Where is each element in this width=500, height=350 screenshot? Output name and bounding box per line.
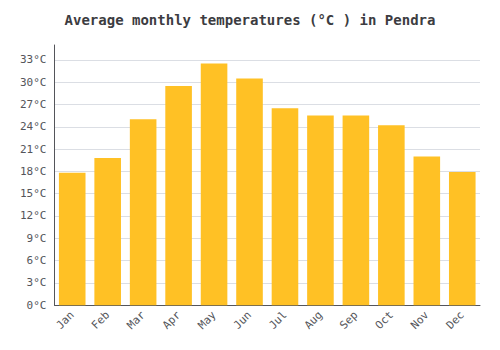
svg-text:21°C: 21°C xyxy=(20,143,47,156)
svg-text:Feb: Feb xyxy=(89,309,112,332)
svg-text:Average monthly temperatures (: Average monthly temperatures (°C ) in Pe… xyxy=(65,12,436,28)
svg-text:Dec: Dec xyxy=(444,309,467,332)
svg-text:Jan: Jan xyxy=(54,309,77,332)
svg-text:Oct: Oct xyxy=(373,309,396,332)
svg-text:15°C: 15°C xyxy=(20,187,47,200)
svg-text:Nov: Nov xyxy=(408,308,431,331)
svg-text:Jun: Jun xyxy=(231,309,254,332)
svg-text:27°C: 27°C xyxy=(20,98,47,111)
svg-text:24°C: 24°C xyxy=(20,120,47,133)
svg-text:3°C: 3°C xyxy=(27,276,47,289)
svg-text:18°C: 18°C xyxy=(20,165,47,178)
svg-text:Sep: Sep xyxy=(337,309,360,332)
svg-text:33°C: 33°C xyxy=(20,53,47,66)
svg-text:Mar: Mar xyxy=(125,308,148,331)
svg-text:9°C: 9°C xyxy=(27,232,47,245)
svg-text:12°C: 12°C xyxy=(20,209,47,222)
svg-text:6°C: 6°C xyxy=(27,254,47,267)
svg-text:30°C: 30°C xyxy=(20,76,47,89)
svg-text:Apr: Apr xyxy=(160,308,183,331)
svg-text:0°C: 0°C xyxy=(27,299,47,312)
svg-text:Jul: Jul xyxy=(266,309,289,332)
svg-text:Aug: Aug xyxy=(302,309,325,332)
svg-text:May: May xyxy=(195,308,218,331)
